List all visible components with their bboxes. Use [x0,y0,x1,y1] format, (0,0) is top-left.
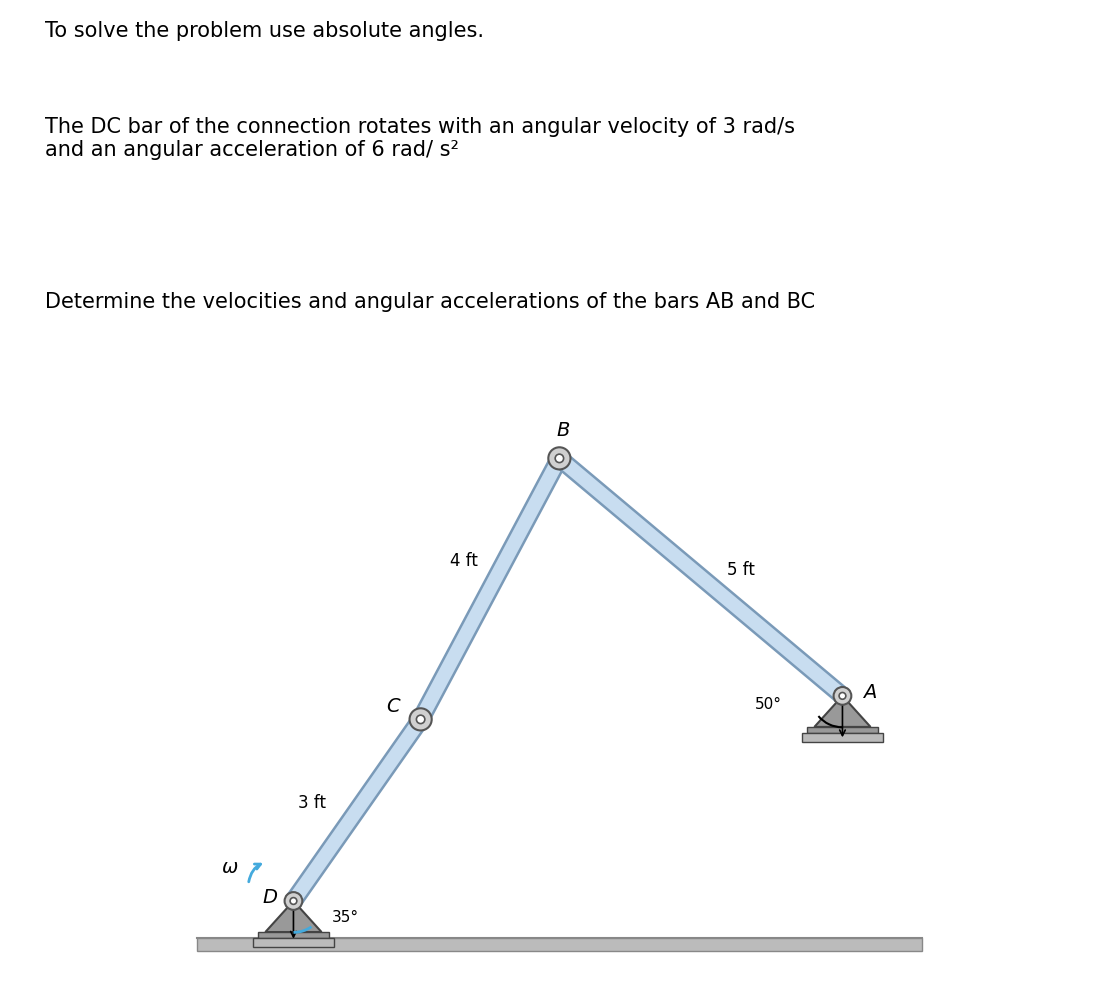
Text: ω: ω [222,858,238,877]
Polygon shape [554,452,848,702]
Polygon shape [815,696,871,727]
Bar [197,938,922,952]
Text: 4 ft: 4 ft [450,552,478,570]
Bar [807,727,878,733]
Bar [253,938,335,947]
Circle shape [410,708,432,731]
Text: The DC bar of the connection rotates with an angular velocity of 3 rad/s
and an : The DC bar of the connection rotates wit… [45,117,794,160]
Circle shape [555,454,564,463]
Text: 5 ft: 5 ft [727,561,754,579]
Circle shape [284,892,302,909]
Polygon shape [265,901,321,932]
Bar [802,733,883,742]
Circle shape [834,687,852,704]
Text: C: C [386,697,399,715]
Text: To solve the problem use absolute angles.: To solve the problem use absolute angles… [45,21,483,41]
Circle shape [290,898,297,904]
Text: 35°: 35° [332,909,359,925]
Circle shape [548,447,571,470]
Text: 50°: 50° [755,697,782,712]
Circle shape [839,693,846,699]
Text: A: A [863,683,876,701]
Text: Determine the velocities and angular accelerations of the bars AB and BC: Determine the velocities and angular acc… [45,292,815,312]
Polygon shape [286,715,427,905]
Text: D: D [262,888,278,906]
Circle shape [416,715,425,724]
Text: 3 ft: 3 ft [298,794,326,812]
Bar [258,932,329,938]
Polygon shape [413,454,566,723]
Text: B: B [556,421,570,439]
